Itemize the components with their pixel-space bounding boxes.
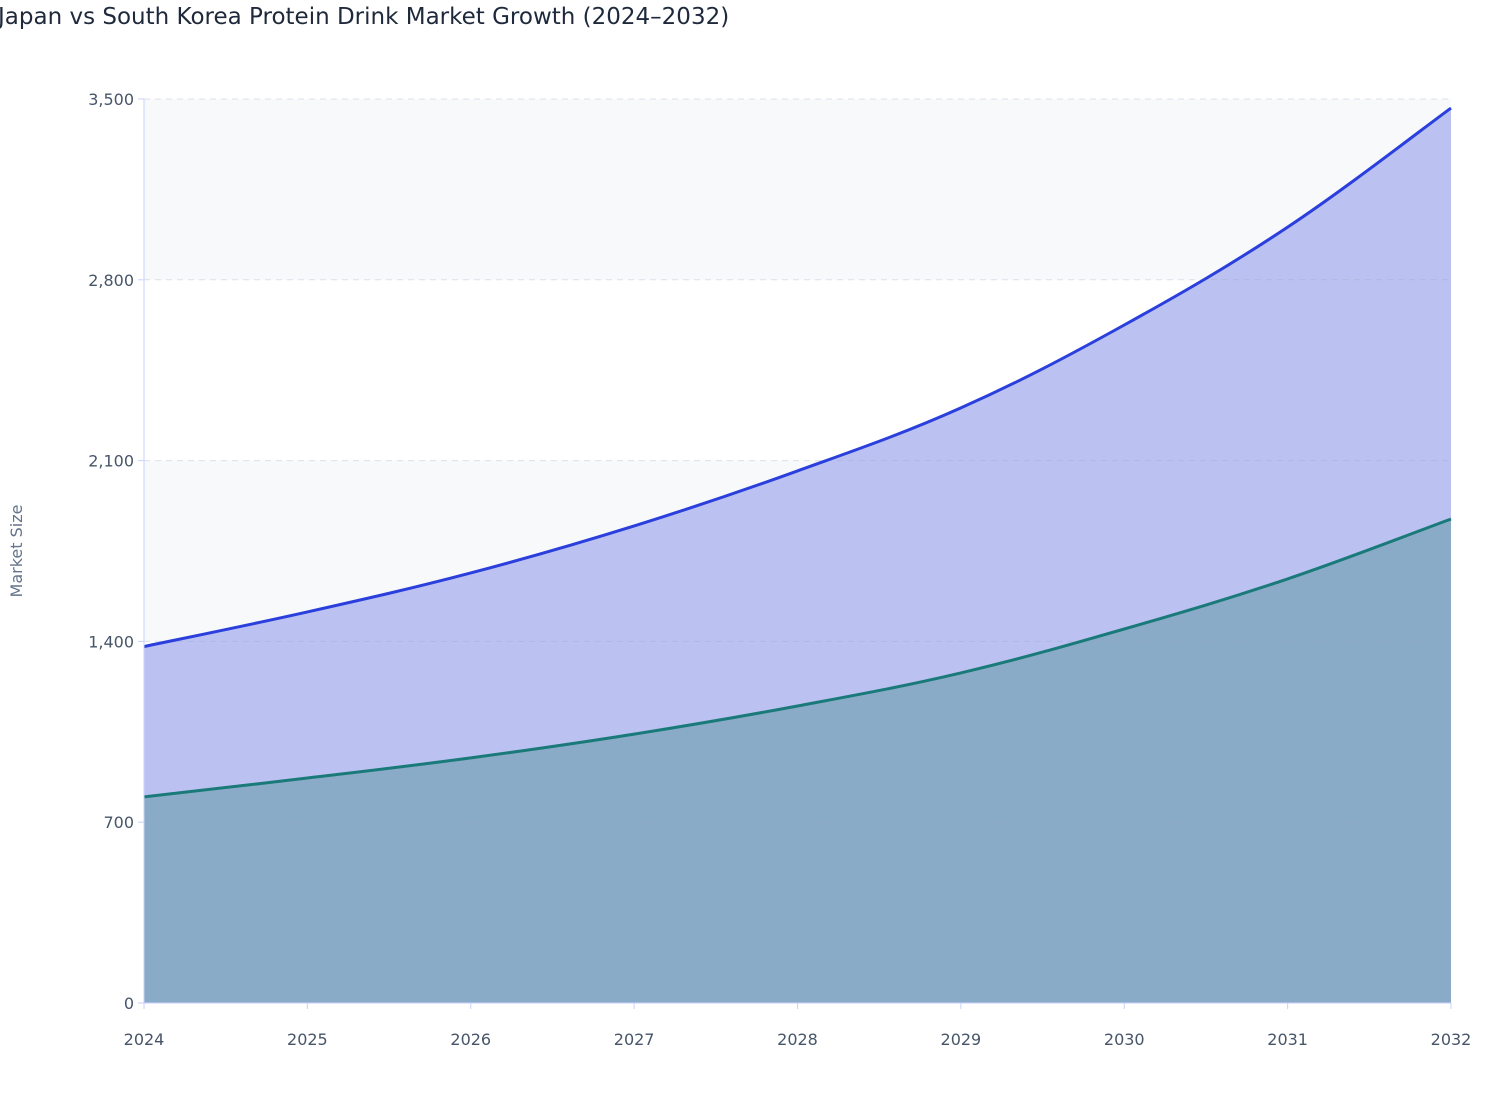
x-tick-label: 2025 — [287, 1030, 328, 1049]
grid-band — [144, 99, 1451, 280]
series-1-line — [143, 517, 1452, 799]
y-tick-label: 700 — [103, 813, 134, 832]
y-axis-title: Market Size — [7, 505, 26, 598]
y-tick-label: 3,500 — [88, 90, 134, 109]
x-tick-label: 2032 — [1431, 1030, 1472, 1049]
y-tick-label: 2,100 — [88, 452, 134, 471]
y-tick-label: 1,400 — [88, 632, 134, 651]
y-tick-label: 2,800 — [88, 271, 134, 290]
chart-title: Japan vs South Korea Protein Drink Marke… — [0, 4, 730, 30]
x-tick-label: 2031 — [1267, 1030, 1308, 1049]
x-tick-label: 2024 — [124, 1030, 165, 1049]
x-tick-label: 2028 — [777, 1030, 818, 1049]
series-0-line — [143, 106, 1452, 649]
x-tick-label: 2027 — [614, 1030, 655, 1049]
x-tick-label: 2029 — [941, 1030, 982, 1049]
x-tick-label: 2026 — [450, 1030, 491, 1049]
x-tick-label: 2030 — [1104, 1030, 1145, 1049]
series-1-area — [144, 518, 1451, 1003]
y-tick-label: 0 — [124, 994, 134, 1013]
